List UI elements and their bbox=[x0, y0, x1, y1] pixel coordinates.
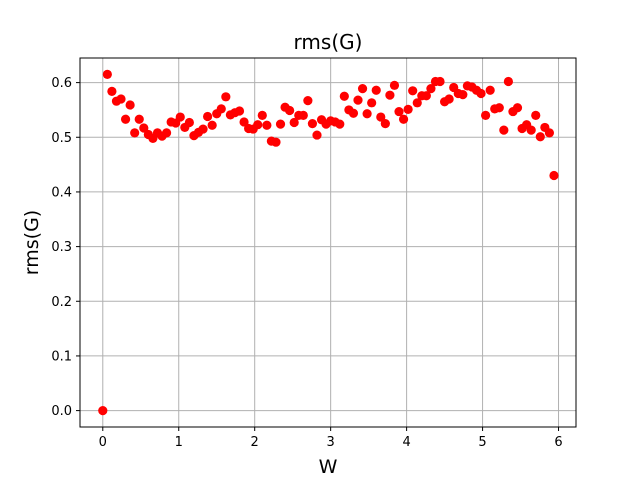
y-tick-label: 0.6 bbox=[51, 76, 72, 91]
data-point bbox=[312, 130, 322, 140]
data-point bbox=[298, 110, 308, 120]
data-point bbox=[503, 76, 513, 87]
data-point bbox=[289, 117, 299, 128]
plot-frame bbox=[79, 57, 577, 428]
data-point bbox=[175, 112, 185, 122]
data-point bbox=[234, 106, 245, 116]
data-point bbox=[535, 132, 545, 142]
data-point bbox=[458, 90, 468, 100]
y-tick-label: 0.5 bbox=[51, 131, 72, 146]
axis-ticks: 0 1 2 3 4 5 6 0.0 0.1 0.2 0.3 0.4 0.5 0.6 bbox=[51, 76, 562, 450]
data-point bbox=[403, 104, 413, 114]
x-tick-label: 1 bbox=[175, 435, 183, 450]
data-point bbox=[161, 128, 172, 138]
y-tick-label: 0.4 bbox=[51, 185, 72, 200]
data-point bbox=[481, 110, 491, 120]
data-point bbox=[285, 105, 295, 116]
data-point bbox=[257, 110, 267, 120]
data-point bbox=[130, 128, 140, 138]
data-point bbox=[253, 120, 263, 130]
data-point bbox=[499, 125, 509, 135]
data-point bbox=[367, 98, 377, 108]
x-tick-label: 3 bbox=[327, 435, 335, 450]
data-point bbox=[376, 112, 386, 122]
data-points bbox=[98, 69, 559, 416]
data-point bbox=[444, 94, 454, 104]
x-tick-label: 2 bbox=[251, 435, 259, 450]
data-point bbox=[102, 69, 112, 79]
data-point bbox=[426, 84, 436, 94]
data-point bbox=[389, 80, 400, 90]
data-point bbox=[271, 137, 281, 147]
y-tick-label: 0.0 bbox=[51, 404, 72, 419]
data-point bbox=[116, 94, 126, 104]
data-point bbox=[412, 98, 422, 108]
y-tick-label: 0.2 bbox=[51, 295, 72, 310]
data-point bbox=[125, 100, 135, 110]
data-point bbox=[362, 109, 372, 119]
data-point bbox=[408, 86, 418, 96]
grid-lines bbox=[80, 58, 576, 427]
data-point bbox=[134, 114, 144, 124]
x-tick-label: 4 bbox=[402, 435, 410, 450]
data-point bbox=[335, 119, 345, 129]
data-point bbox=[239, 117, 249, 127]
data-point bbox=[526, 125, 536, 135]
data-point bbox=[107, 86, 117, 96]
data-point bbox=[544, 128, 555, 138]
data-point bbox=[380, 119, 390, 129]
x-tick-label: 0 bbox=[99, 435, 107, 450]
data-point bbox=[398, 114, 409, 124]
data-point bbox=[357, 84, 368, 94]
data-point bbox=[98, 406, 108, 416]
data-point bbox=[549, 170, 559, 181]
data-point bbox=[531, 110, 541, 120]
x-tick-label: 5 bbox=[478, 435, 486, 450]
y-tick-label: 0.1 bbox=[51, 349, 72, 364]
data-point bbox=[207, 120, 217, 130]
data-point bbox=[275, 119, 286, 129]
data-point bbox=[371, 85, 381, 95]
y-tick-label: 0.3 bbox=[51, 240, 72, 255]
data-point bbox=[394, 106, 404, 117]
data-point bbox=[512, 103, 523, 113]
data-point bbox=[221, 92, 231, 102]
data-point bbox=[421, 91, 431, 101]
data-point bbox=[385, 90, 395, 100]
data-point bbox=[353, 95, 363, 105]
data-point bbox=[348, 108, 359, 118]
data-point bbox=[339, 91, 349, 101]
data-point bbox=[262, 120, 272, 130]
data-point bbox=[139, 123, 149, 133]
data-point bbox=[307, 119, 318, 129]
x-tick-label: 6 bbox=[554, 435, 562, 450]
chart-title: rms(G) bbox=[294, 30, 363, 54]
data-point bbox=[216, 104, 226, 114]
data-point bbox=[476, 88, 486, 99]
data-point bbox=[120, 114, 131, 124]
data-point bbox=[203, 111, 213, 122]
data-point bbox=[198, 124, 208, 134]
data-point bbox=[485, 85, 495, 95]
data-point bbox=[435, 76, 445, 87]
data-point bbox=[303, 96, 313, 106]
data-point bbox=[494, 103, 504, 113]
y-axis-label: rms(G) bbox=[21, 210, 43, 275]
data-point bbox=[184, 117, 194, 128]
x-axis-label: W bbox=[319, 456, 338, 478]
